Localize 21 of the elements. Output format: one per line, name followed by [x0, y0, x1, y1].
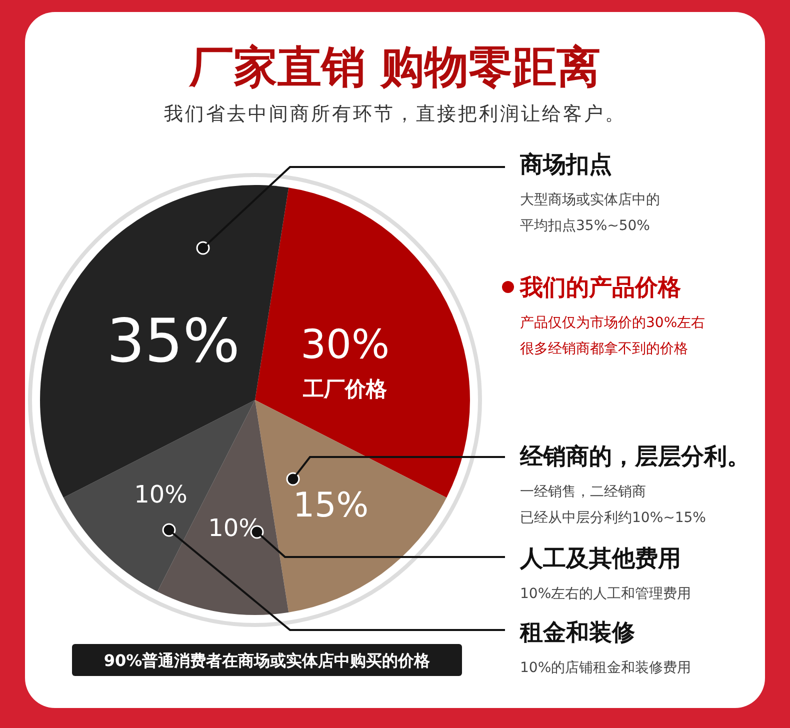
chart-subtitle: 我们省去中间商所有环节，直接把利润让给客户。: [164, 103, 626, 125]
text: 90%普通消费者在商场或实体店中购买的价格: [104, 651, 432, 670]
data-label: 10%: [134, 480, 188, 509]
text: 平均扣点35%~50%: [520, 218, 650, 234]
text: 工厂价格: [302, 377, 388, 402]
data-label: 35%: [106, 306, 240, 377]
text: 产品仅仅为市场价的30%左右: [520, 315, 706, 331]
text: 已经从中层分利约10%~15%: [520, 510, 706, 526]
text: 很多经销商都拿不到的价格: [520, 341, 688, 357]
slice-label: 人工及其他费用: [519, 546, 681, 572]
slice-label: 商场扣点: [519, 151, 612, 178]
text: 大型商场或实体店中的: [520, 192, 660, 208]
slice-label: 租金和装修: [519, 620, 635, 646]
legend-label: 我们的产品价格: [519, 275, 681, 301]
data-label: 15%: [293, 485, 369, 526]
slice-label: 经销商的，层层分利。: [519, 443, 750, 470]
text: 10%的店铺租金和装修费用: [520, 660, 692, 676]
data-label: 30%: [300, 322, 390, 368]
text: 一经销售，二经销商: [520, 484, 646, 500]
text: 10%左右的人工和管理费用: [520, 586, 692, 602]
chart-title: 厂家直销 购物零距离: [188, 42, 601, 93]
